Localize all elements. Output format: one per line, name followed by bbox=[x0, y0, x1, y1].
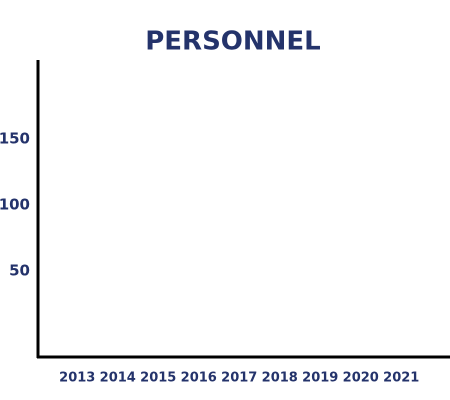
x-tick-label: 2017 bbox=[221, 371, 257, 386]
y-tick-label: 150 bbox=[0, 130, 30, 148]
x-tick-label: 2013 bbox=[59, 371, 95, 386]
x-tick-label: 2018 bbox=[262, 371, 298, 386]
chart-title: PERSONNEL bbox=[145, 27, 321, 57]
x-tick-label: 2016 bbox=[181, 371, 217, 386]
x-tick-label: 2014 bbox=[100, 371, 136, 386]
x-tick-label: 2019 bbox=[302, 371, 338, 386]
x-tick-label: 2020 bbox=[343, 371, 379, 386]
x-tick-label: 2015 bbox=[140, 371, 176, 386]
y-tick-label: 100 bbox=[0, 196, 30, 214]
x-tick-label: 2021 bbox=[383, 371, 419, 386]
y-tick-label: 50 bbox=[9, 262, 30, 280]
